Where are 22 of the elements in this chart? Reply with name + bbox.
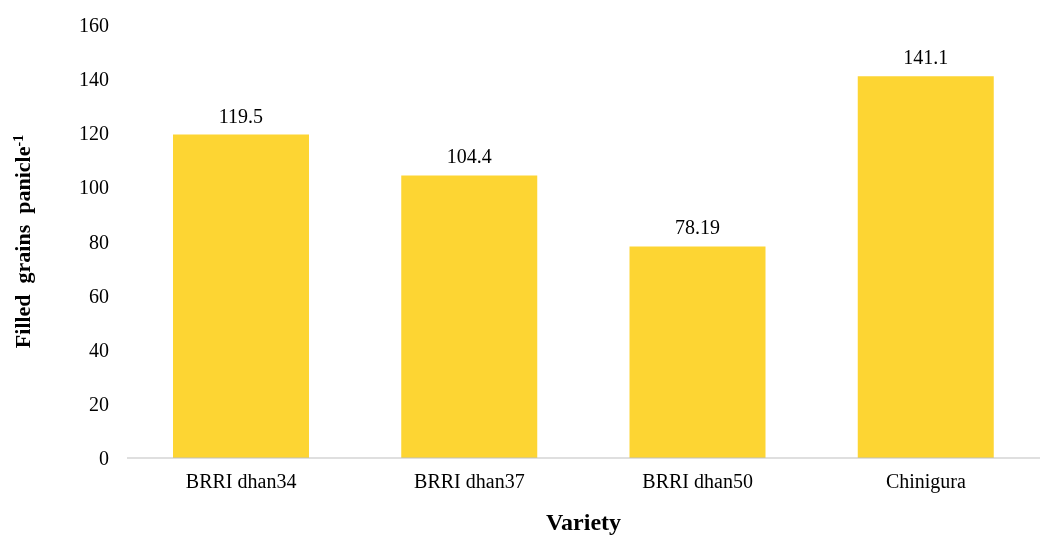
y-tick-label: 80 [89, 230, 109, 253]
y-tick-label: 100 [79, 176, 109, 199]
y-tick-label: 60 [89, 284, 109, 307]
bar [173, 134, 309, 458]
y-tick-label: 160 [79, 14, 109, 37]
x-axis-title: Variety [545, 509, 622, 535]
data-label: 104.4 [446, 145, 492, 168]
x-tick-label: BRRI dhan34 [185, 470, 297, 493]
y-tick-label: 140 [79, 68, 109, 91]
y-tick-label: 40 [89, 338, 109, 361]
x-tick-label: BRRI dhan50 [642, 470, 753, 493]
data-label: 141.1 [903, 46, 949, 69]
bar [401, 175, 538, 458]
x-tick-label: Chinigura [885, 470, 966, 494]
bar [857, 76, 994, 458]
y-tick-label: 20 [89, 392, 109, 415]
data-label: 78.19 [675, 216, 720, 239]
y-tick-label: 120 [79, 122, 109, 145]
y-tick-label: 0 [99, 447, 109, 470]
bar [629, 246, 766, 458]
x-tick-label: BRRI dhan37 [414, 470, 525, 493]
data-label: 119.5 [218, 104, 264, 127]
